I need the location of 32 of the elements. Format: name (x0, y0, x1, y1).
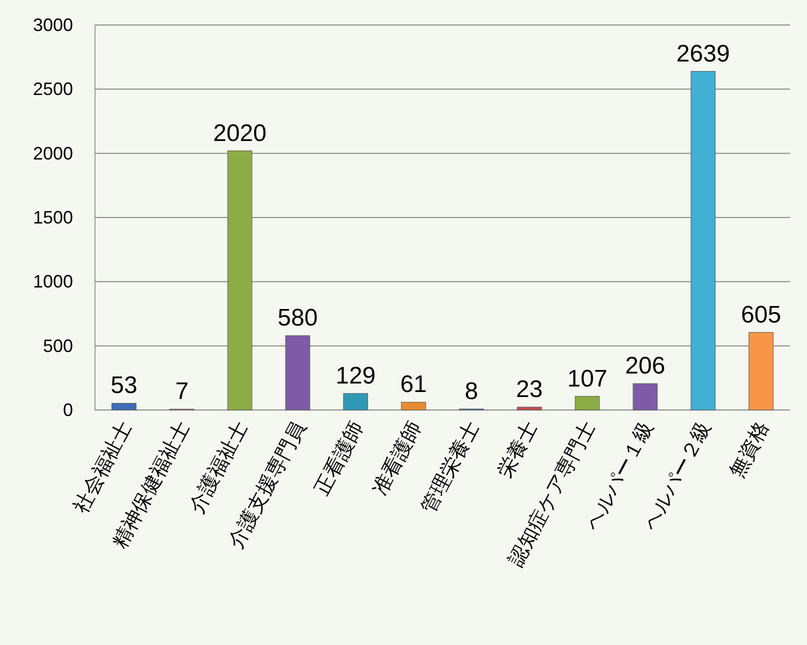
y-tick-label: 2500 (32, 79, 73, 100)
data-label: 2639 (676, 40, 730, 68)
x-tick-label: 栄養士 (494, 418, 542, 482)
y-tick-label: 1500 (32, 208, 73, 228)
bar (401, 402, 426, 410)
data-label: 605 (741, 301, 782, 328)
data-label: 53 (110, 372, 138, 400)
x-tick-label: 無資格 (726, 418, 774, 482)
data-label: 2020 (213, 120, 266, 147)
data-label: 23 (516, 376, 543, 404)
x-tick-label: 正看護師 (311, 418, 368, 499)
data-label: 580 (278, 304, 318, 332)
bar (112, 402, 136, 410)
y-tick-label: 3000 (32, 15, 73, 35)
bar (285, 335, 310, 410)
y-tick-label: 500 (42, 336, 73, 356)
bar (748, 332, 774, 410)
data-label: 107 (567, 365, 608, 392)
bar (516, 406, 542, 410)
bar (574, 396, 600, 410)
bar (227, 150, 252, 410)
data-label: 8 (464, 378, 478, 405)
y-tick-label: 0 (62, 400, 73, 420)
bar (690, 71, 716, 410)
data-label: 206 (625, 352, 666, 380)
data-label: 129 (336, 362, 376, 390)
bar (632, 383, 658, 410)
y-tick-label: 2000 (32, 143, 73, 164)
bar (343, 393, 368, 410)
data-label: 61 (400, 371, 427, 398)
y-tick-label: 1000 (32, 272, 73, 292)
data-label: 7 (175, 378, 189, 406)
